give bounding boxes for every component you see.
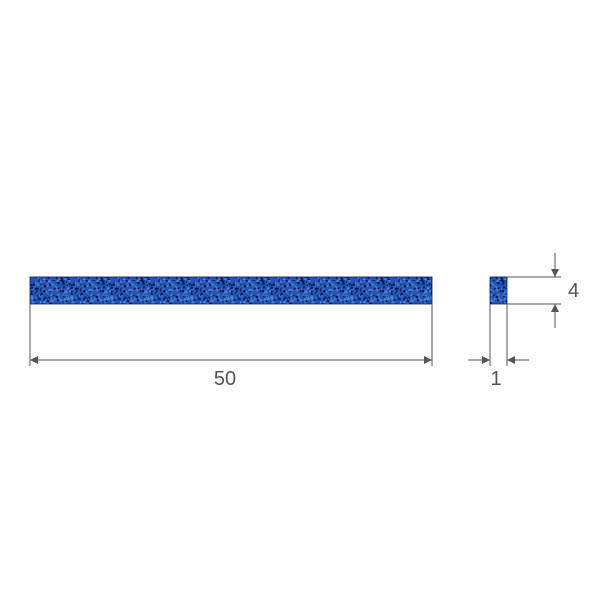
dimension-diagram: 50 1 4 xyxy=(0,0,600,600)
front-view-rect xyxy=(30,277,432,304)
dimension-length-label: 50 xyxy=(214,368,236,390)
side-view-rect xyxy=(490,277,507,304)
dimension-height-label: 4 xyxy=(568,280,579,302)
dimension-width-label: 1 xyxy=(490,368,501,390)
